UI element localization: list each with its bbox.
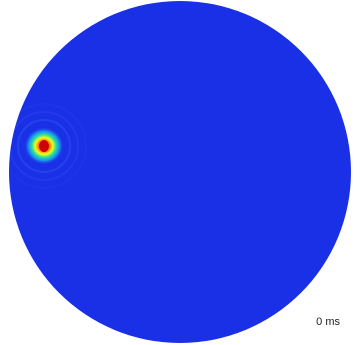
hotspot [24, 127, 64, 165]
wave-ripples [9, 103, 87, 189]
disc-field [9, 1, 351, 343]
time-label: 0 ms [316, 316, 340, 328]
